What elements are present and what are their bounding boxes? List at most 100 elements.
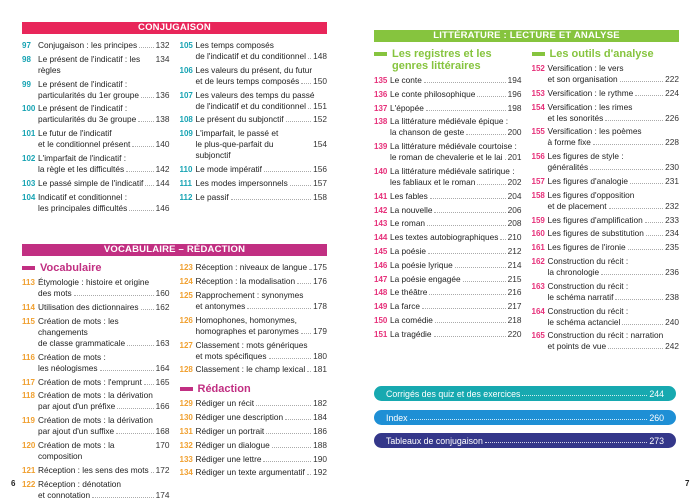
toc-entry[interactable]: 102 L'imparfait de l'indicatif : la règle … [22, 153, 170, 175]
toc-entry[interactable]: 132 Rédiger un dialogue 188 [180, 440, 328, 451]
dot-leader [619, 74, 664, 82]
toc-entry[interactable]: 116 Création de mots : les néologismes 164 [22, 352, 170, 374]
annex-index[interactable]: Index 260 [374, 410, 676, 425]
toc-entry[interactable]: 150 La comédie 218 [374, 315, 522, 326]
toc-entry[interactable]: 114 Utilisation des dictionnaires 162 [22, 302, 170, 313]
toc-entry[interactable]: 127 Classement : mots génériques et mots s… [180, 340, 328, 362]
chapter-title: Les modes impersonnels [195, 177, 288, 188]
toc-entry[interactable]: 99 Le présent de l'indicatif : particulari… [22, 79, 170, 101]
toc-entry[interactable]: 120 Création de mots : la composition 170 [22, 440, 170, 462]
toc-entry[interactable]: 129 Rédiger un récit 182 [180, 398, 328, 409]
toc-entry[interactable]: 104 Indicatif et conditionnel : les princi… [22, 192, 170, 214]
toc-entry[interactable]: 144 Les textes autobiographiques 210 [374, 232, 522, 243]
toc-entry[interactable]: 146 La poésie lyrique 214 [374, 260, 522, 271]
toc-entry[interactable]: 121 Réception : les sens des mots 172 [22, 465, 170, 476]
toc-entry[interactable]: 159 Les figures d'amplification 233 [532, 215, 680, 226]
toc-entry[interactable]: 109 L'imparfait, le passé et le plus-que-p… [180, 128, 328, 161]
toc-entry[interactable]: 158 Les figures d'opposition et de placeme… [532, 190, 680, 212]
toc-entry[interactable]: 147 La poésie engagée 215 [374, 274, 522, 285]
toc-entry[interactable]: 163 Construction du récit : le schéma narr… [532, 281, 680, 303]
toc-entry[interactable]: 139 La littérature médiévale courtoise :l… [374, 141, 522, 163]
toc-entry[interactable]: 143 Le roman 208 [374, 218, 522, 229]
toc-entry[interactable]: 164 Construction du récit : le schéma acta… [532, 306, 680, 328]
page-number: 190 [313, 453, 327, 464]
toc-entry[interactable]: 135 Le conte 194 [374, 75, 522, 86]
toc-entry[interactable]: 100 Le présent de l'indicatif : particular… [22, 103, 170, 125]
dot-leader [434, 315, 506, 323]
toc-entry[interactable]: 151 La tragédie 220 [374, 329, 522, 340]
chapter-number: 111 [179, 178, 192, 188]
toc-entry[interactable]: 111 Les modes impersonnels 157 [180, 178, 328, 189]
toc-entry[interactable]: 137 L'épopée 198 [374, 103, 522, 114]
toc-entry[interactable]: 155 Versification : les poèmes à forme fix… [532, 126, 680, 148]
toc-entry[interactable]: 112 Le passif 158 [180, 192, 328, 203]
dot-leader [504, 152, 506, 161]
toc-entry[interactable]: 117 Création de mots : l'emprunt 165 [22, 377, 170, 388]
dot-leader [309, 262, 312, 271]
toc-entry[interactable]: 125 Rapprochement : synonymes et antonymes… [180, 290, 328, 312]
toc-entry[interactable]: 154 Versification : les rimes et les sonor… [532, 102, 680, 124]
chapter-title: Création de mots : la dérivation [38, 390, 153, 401]
toc-entry[interactable]: 119 Création de mots : la dérivation par a… [22, 415, 170, 437]
toc-entry[interactable]: 133 Rédiger une lettre 190 [180, 454, 328, 465]
toc-entry[interactable]: 152 Versification : le vers et son organis… [532, 63, 680, 85]
chapter-number: 154 [531, 102, 545, 112]
toc-entry[interactable]: 160 Les figures de substitution 234 [532, 228, 680, 239]
chapter-title: Le présent de l'indicatif : les règles [38, 53, 141, 75]
toc-entry[interactable]: 162 Construction du récit : la chronologie… [532, 256, 680, 278]
annex-tableaux[interactable]: Tableaux de conjugaison 273 [374, 433, 676, 448]
toc-entry[interactable]: 126 Homophones, homonymes, homographes et … [180, 315, 328, 337]
toc-entry[interactable]: 115 Création de mots : les changements de … [22, 316, 170, 349]
chapter-title: Construction du récit : [547, 255, 629, 266]
toc-entry[interactable]: 165 Construction du récit : narration et p… [532, 330, 680, 352]
toc-entry[interactable]: 148 Le théâtre 216 [374, 287, 522, 298]
toc-entry[interactable]: 156 Les figures de style : généralités 230 [532, 151, 680, 173]
toc-entry[interactable]: 141 Les fables 204 [374, 191, 522, 202]
toc-entry[interactable]: 103 Le passé simple de l'indicatif 144 [22, 178, 170, 189]
dot-leader [484, 438, 648, 443]
chapter-title: Rédiger un récit [195, 398, 255, 409]
toc-entry[interactable]: 131 Rédiger un portrait 186 [180, 426, 328, 437]
toc-entry[interactable]: 136 Le conte philosophique 196 [374, 89, 522, 100]
toc-entry[interactable]: 134 Rédiger un texte argumentatif 192 [180, 467, 328, 478]
toc-entry[interactable]: 157 Les figures d'analogie 231 [532, 176, 680, 187]
toc-entry[interactable]: 123 Réception : niveaux de langue 175 [180, 262, 328, 273]
chapter-number: 132 [179, 440, 193, 450]
toc-entry[interactable]: 145 La poésie 212 [374, 246, 522, 257]
chapter-title: et mots spécifiques [195, 350, 267, 361]
dot-leader [644, 215, 664, 223]
toc-entry[interactable]: 105 Les temps composés de l'indicatif et d… [180, 40, 328, 62]
toc-entry[interactable]: 138 La littérature médiévale épique : la c… [374, 116, 522, 138]
toc-entry[interactable]: 140 La littérature médiévale satirique :l… [374, 166, 522, 188]
page-number: 142 [155, 163, 170, 174]
toc-entry[interactable]: 113 Étymologie : histoire et origine des m… [22, 277, 170, 299]
toc-entry[interactable]: 98 Le présent de l'indicatif : les règles… [22, 54, 170, 76]
chapter-title: particularités du 3e groupe [38, 114, 137, 125]
toc-entry[interactable]: 101 Le futur de l'indicatif et le conditio… [22, 128, 170, 150]
toc-entry[interactable]: 153 Versification : le rythme 224 [532, 88, 680, 99]
annex-corriges[interactable]: Corrigés des quiz et des exercices 244 [374, 386, 676, 401]
toc-entry[interactable]: 107 Les valeurs des temps du passé de l'in… [180, 90, 328, 112]
toc-entry[interactable]: 142 La nouvelle 206 [374, 205, 522, 216]
page-number: 162 [155, 302, 170, 313]
chapter-title: Le futur de l'indicatif [38, 128, 112, 139]
toc-entry[interactable]: 161 Les figures de l'ironie 235 [532, 242, 680, 253]
toc-entry[interactable]: 110 Le mode impératif 156 [180, 164, 328, 175]
toc-entry[interactable]: 130 Rédiger une description 184 [180, 412, 328, 423]
dot-leader [608, 341, 664, 350]
toc-entry[interactable]: 118 Création de mots : la dérivation par a… [22, 390, 170, 412]
chapter-number: 123 [179, 263, 193, 273]
toc-entry[interactable]: 124 Réception : la modalisation 176 [180, 276, 328, 287]
chapter-number: 158 [531, 190, 545, 200]
chapter-number: 159 [531, 215, 545, 225]
chapter-number: 125 [179, 290, 193, 300]
toc-entry[interactable]: 128 Classement : le champ lexical 181 [180, 364, 328, 375]
dot-leader [141, 90, 154, 98]
chapter-title: Rédiger un texte argumentatif [195, 467, 305, 478]
toc-entry[interactable]: 106 Les valeurs du présent, du futur et de… [180, 65, 328, 87]
toc-entry[interactable]: 122 Réception : dénotation et connotation 1… [22, 479, 170, 501]
toc-entry[interactable]: 149 La farce 217 [374, 301, 522, 312]
chapter-number: 143 [374, 219, 388, 229]
toc-entry[interactable]: 97 Conjugaison : les principes 132 [22, 40, 170, 51]
toc-entry[interactable]: 108 Le présent du subjonctif 152 [180, 114, 328, 125]
